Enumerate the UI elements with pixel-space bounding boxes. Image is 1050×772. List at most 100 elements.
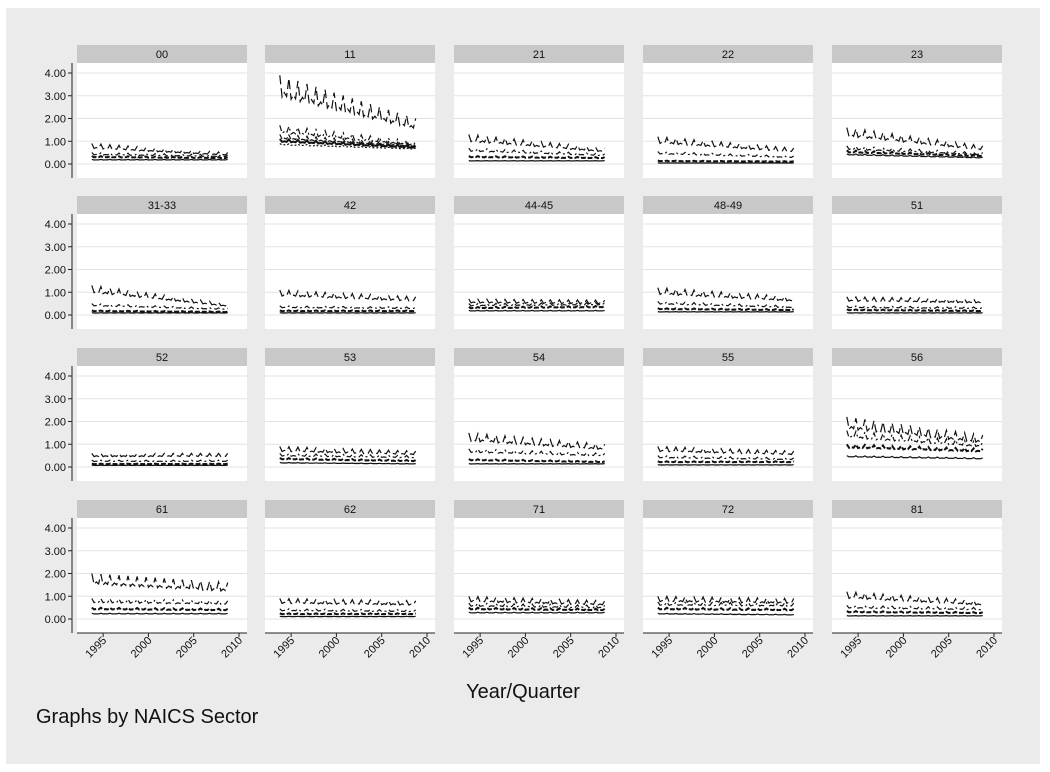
graphs-by-note: Graphs by NAICS Sector: [36, 706, 259, 728]
series-line: [846, 126, 984, 151]
y-tick-label: 0.00: [45, 310, 66, 322]
y-tick-label: 3.00: [45, 242, 66, 254]
y-tick-label: 1.00: [45, 136, 66, 148]
series-line: [91, 142, 229, 156]
x-tick-label: 2000: [317, 635, 343, 661]
panel-title: 55: [722, 352, 734, 364]
series-line: [846, 308, 983, 313]
series-line: [657, 612, 794, 616]
series-line: [279, 597, 417, 606]
y-tick-label: 2.00: [45, 417, 66, 429]
series-line: [657, 606, 795, 612]
y-tick-label: 0.00: [45, 614, 66, 626]
panel-plot-area: [77, 63, 247, 178]
x-tick-label: 1995: [83, 635, 109, 661]
series-line: [846, 590, 984, 606]
series-line: [657, 594, 795, 605]
panel-plot-area: [265, 518, 435, 633]
panel-strip: [643, 196, 813, 214]
series-line: [468, 606, 606, 612]
figure-background: 00 0.00 1.00 2.00 3.00 4.00 11 21 22 23 31-33 0.00 1…: [6, 8, 1040, 764]
panel-title: 62: [344, 504, 356, 516]
panel-title: 81: [911, 504, 923, 516]
y-tick-label: 2.00: [45, 114, 66, 126]
y-tick-label: 1.00: [45, 439, 66, 451]
x-tick-label: 2010: [974, 635, 1000, 661]
panel-strip: [77, 348, 247, 366]
y-tick-label: 4.00: [45, 68, 66, 80]
series-line: [91, 597, 229, 606]
series-line: [279, 288, 417, 302]
x-tick-label: 2010: [785, 635, 811, 661]
panel-title: 11: [344, 49, 355, 61]
panel-plot-area: [77, 518, 247, 633]
series-line: [91, 452, 229, 458]
series-line: [91, 303, 228, 311]
panel-plot-area: [454, 518, 624, 633]
panel-title: 54: [533, 352, 545, 364]
panel-title: 48-49: [714, 200, 742, 212]
panel-strip: [77, 500, 247, 518]
series-line: [468, 458, 606, 464]
series-line: [91, 606, 229, 612]
series-line: [279, 456, 417, 463]
series-line: [846, 149, 984, 158]
series-line: [279, 124, 417, 146]
panel-title: 52: [156, 352, 168, 364]
series-line: [846, 429, 984, 448]
x-tick-label: 2005: [929, 635, 955, 661]
x-tick-label: 2005: [551, 635, 577, 661]
panel-title: 51: [911, 200, 923, 212]
panel-strip: [265, 500, 435, 518]
series-line: [91, 612, 228, 615]
series-line: [91, 158, 228, 161]
series-line: [468, 133, 606, 153]
series-line: [846, 455, 983, 460]
y-tick-label: 4.00: [45, 371, 66, 383]
series-line: [468, 147, 606, 157]
x-tick-label: 2005: [740, 635, 766, 661]
panel-title: 53: [344, 352, 356, 364]
panel-title: 71: [533, 504, 545, 516]
x-axis-title: Year/Quarter: [466, 681, 580, 703]
x-tick-label: 2010: [596, 635, 622, 661]
y-tick-label: 1.00: [45, 591, 66, 603]
y-tick-label: 3.00: [45, 394, 66, 406]
small-multiples-chart: 00 0.00 1.00 2.00 3.00 4.00 11 21 22 23 31-33 0.00 1…: [45, 45, 1002, 661]
panel-plot-area: [454, 63, 624, 178]
series-line: [279, 142, 416, 150]
series-line: [279, 309, 416, 313]
x-tick-label: 1995: [271, 635, 297, 661]
panel-plot-area: [832, 366, 1002, 481]
panel-plot-area: [643, 366, 813, 481]
panel-strip: [832, 348, 1002, 366]
series-line: [657, 135, 795, 153]
panel-title: 56: [911, 352, 923, 364]
series-line: [91, 309, 228, 314]
series-line: [657, 600, 795, 607]
panel-plot-area: [643, 518, 813, 633]
series-line: [468, 304, 606, 310]
y-tick-label: 0.00: [45, 462, 66, 474]
panel-title: 21: [533, 49, 545, 61]
series-line: [846, 295, 984, 304]
panel-title: 31-33: [148, 200, 176, 212]
series-line: [657, 286, 795, 302]
series-line: [846, 604, 984, 611]
panel-strip: [265, 196, 435, 214]
series-line: [846, 145, 984, 156]
x-tick-label: 2010: [219, 635, 245, 661]
panel-strip: [77, 196, 247, 214]
y-tick-label: 4.00: [45, 523, 66, 535]
panel-strip: [265, 45, 435, 63]
x-tick-label: 2005: [362, 635, 388, 661]
series-line: [91, 154, 229, 160]
panel-strip: [454, 500, 624, 518]
series-line: [279, 607, 417, 613]
panel-plot-area: [265, 63, 435, 178]
series-line: [279, 133, 417, 147]
x-tick-label: 2005: [174, 635, 200, 661]
series-line: [468, 431, 606, 451]
panel-strip: [643, 500, 813, 518]
panel-strip: [265, 348, 435, 366]
